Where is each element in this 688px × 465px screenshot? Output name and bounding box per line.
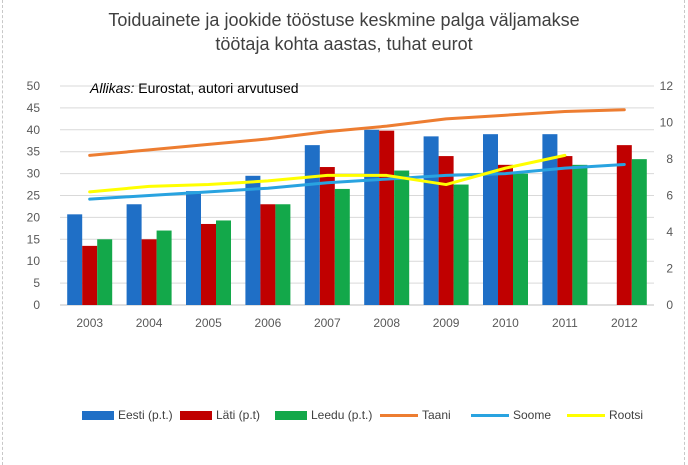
series-line-1 (88, 108, 626, 157)
series-line-3 (88, 153, 567, 194)
bar-1 (245, 175, 261, 305)
bar-1 (423, 136, 439, 305)
legend-label: Eesti (p.t.) (118, 408, 173, 422)
bar-2 (319, 167, 335, 305)
x-tick-label: 2009 (433, 316, 460, 330)
legend-swatch (180, 410, 212, 420)
y-right-tick-label: 10 (660, 116, 674, 130)
x-tick-label: 2004 (136, 316, 163, 330)
chart-title-line-1: Toiduainete ja jookide tööstuse keskmine… (108, 10, 580, 30)
bar-2 (141, 239, 157, 305)
legend-item: Eesti (p.t.) (82, 405, 173, 425)
bar-1 (542, 134, 558, 305)
series-line-2 (88, 162, 626, 201)
legend-item: Taani (380, 405, 451, 425)
legend-label: Taani (422, 408, 451, 422)
bar-3 (631, 159, 647, 305)
legend-item: Leedu (p.t.) (275, 405, 372, 425)
bar-3 (394, 170, 410, 305)
legend-label: Rootsi (609, 408, 644, 422)
x-tick-label: 2003 (76, 316, 103, 330)
x-tick-label: 2012 (611, 316, 638, 330)
bar-3 (572, 164, 588, 305)
legend-label: Soome (513, 408, 552, 422)
chart-title: Toiduainete ja jookide tööstuse keskmine… (0, 8, 688, 56)
y-left-tick-label: 45 (27, 101, 41, 115)
bar-2 (498, 164, 513, 305)
x-tick-label: 2005 (195, 316, 222, 330)
legend-label: Leedu (p.t.) (311, 408, 373, 422)
legend-swatch (275, 410, 307, 420)
y-right-tick-label: 6 (666, 189, 673, 203)
bar-2 (557, 156, 573, 305)
y-left-tick-label: 5 (33, 276, 40, 290)
x-tick-label: 2010 (492, 316, 519, 330)
chart-legend: Eesti (p.t.) Läti (p.t) Leedu (p.t.) Taani S… (0, 405, 688, 425)
bar-3 (97, 239, 113, 305)
bar-1 (304, 145, 320, 305)
bar-2 (82, 245, 98, 305)
y-right-tick-label: 8 (666, 152, 673, 166)
x-tick-label: 2008 (373, 316, 400, 330)
bar-1 (126, 204, 142, 305)
bar-3 (334, 188, 350, 305)
bar-2 (201, 223, 216, 305)
bar-3 (453, 184, 469, 305)
x-tick-label: 2007 (314, 316, 341, 330)
legend-item: Rootsi (567, 405, 643, 425)
source-note: Allikas: Eurostat, autori arvutused (90, 80, 299, 96)
y-right-tick-label: 12 (660, 79, 674, 93)
bar-3 (216, 220, 231, 305)
x-tick-label: 2011 (552, 316, 578, 330)
bar-1 (364, 129, 380, 305)
x-tick-label: 2006 (255, 316, 282, 330)
y-left-tick-label: 35 (27, 145, 41, 159)
y-left-tick-label: 30 (27, 167, 41, 181)
y-right-tick-label: 4 (666, 225, 673, 239)
legend-swatch (567, 413, 605, 417)
bar-3 (513, 173, 528, 305)
y-right-tick-label: 0 (666, 298, 673, 312)
bar-2 (379, 130, 395, 305)
bar-3 (156, 230, 172, 305)
y-left-tick-label: 20 (27, 210, 41, 224)
y-left-tick-label: 50 (27, 79, 41, 93)
legend-item: Läti (p.t) (180, 405, 260, 425)
source-text: Eurostat, autori arvutused (134, 80, 299, 96)
legend-swatch (380, 413, 418, 417)
y-left-tick-label: 25 (27, 189, 41, 203)
y-left-tick-label: 10 (27, 254, 41, 268)
bar-2 (616, 145, 632, 305)
legend-label: Läti (p.t) (216, 408, 261, 422)
chart-title-line-2: töötaja kohta aastas, tuhat eurot (215, 34, 473, 54)
bar-1 (483, 134, 498, 305)
legend-swatch (471, 413, 509, 417)
bar-3 (275, 204, 291, 305)
y-left-tick-label: 40 (27, 123, 41, 137)
bar-2 (260, 204, 276, 305)
bar-2 (438, 156, 454, 305)
bar-1 (67, 214, 83, 305)
y-left-tick-label: 0 (33, 298, 40, 312)
bar-1 (186, 191, 201, 305)
source-label: Allikas: (90, 80, 135, 96)
legend-swatch (82, 410, 114, 420)
y-right-tick-label: 2 (666, 262, 673, 276)
left-border (2, 0, 3, 465)
y-left-tick-label: 15 (27, 232, 41, 246)
legend-item: Soome (471, 405, 551, 425)
right-border (684, 0, 685, 465)
